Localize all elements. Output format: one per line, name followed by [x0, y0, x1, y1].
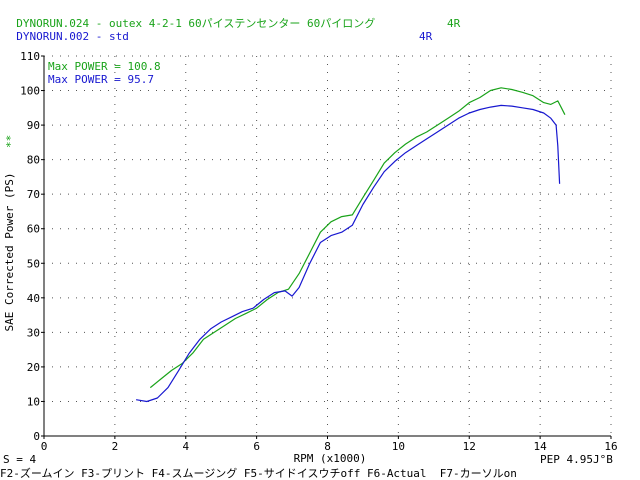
y-tick-label: 70	[27, 188, 40, 201]
x-tick-label: 12	[463, 440, 476, 453]
header-line-2: DYNORUN.002 - std 4R	[3, 17, 432, 43]
header-line-1: DYNORUN.024 - outex 4-2-1 60パイステンセンター 60…	[3, 4, 460, 30]
y-tick-label: 40	[27, 292, 40, 305]
x-tick-label: 6	[253, 440, 260, 453]
marker-asterisks: **	[4, 135, 17, 148]
x-tick-label: 14	[534, 440, 548, 453]
x-tick-label: 16	[604, 440, 617, 453]
y-tick-label: 110	[20, 50, 40, 63]
max-power-blue: Max POWER = 95.7	[48, 73, 154, 86]
y-tick-label: 0	[33, 430, 40, 443]
header-run-1-gear: 4R	[447, 17, 461, 30]
status-pep-value: PEP 4.95J°B	[540, 453, 613, 466]
x-tick-label: 8	[324, 440, 331, 453]
y-tick-label: 20	[27, 361, 40, 374]
x-tick-label: 4	[182, 440, 189, 453]
y-tick-label: 10	[27, 395, 40, 408]
y-tick-label: 50	[27, 257, 40, 270]
max-power-green: Max POWER = 100.8	[48, 60, 161, 73]
y-tick-label: 30	[27, 326, 40, 339]
x-tick-label: 2	[112, 440, 119, 453]
function-key-bar[interactable]: F2-ズームイン F3-プリント F4-スムージング F5-サイドイスウチoff…	[0, 467, 517, 480]
x-tick-label: 10	[392, 440, 405, 453]
x-tick-label: 0	[41, 440, 48, 453]
y-tick-label: 80	[27, 154, 40, 167]
y-tick-label: 100	[20, 85, 40, 98]
series-line-2	[136, 104, 561, 403]
y-axis-label: SAE Corrected Power (PS)	[3, 173, 16, 332]
header-run-2-gear: 4R	[419, 30, 433, 43]
tick-labels: 0 10 20 30 40 50 60 70 80 90 100 110 0 2 4 6 8 10 12 14 16	[20, 50, 618, 453]
header-run-1-name: DYNORUN.024 - outex 4-2-1 60パイステンセンター 60…	[16, 17, 376, 30]
y-tick-label: 60	[27, 223, 40, 236]
x-axis-label: RPM (x1000)	[294, 452, 367, 465]
series-line-1	[149, 87, 566, 389]
status-s-value: S = 4	[3, 453, 37, 466]
y-tick-label: 90	[27, 119, 40, 132]
axes	[41, 55, 612, 439]
header-run-2-name: DYNORUN.002 - std	[16, 30, 129, 43]
series-lines	[136, 87, 566, 403]
grid	[44, 55, 612, 436]
